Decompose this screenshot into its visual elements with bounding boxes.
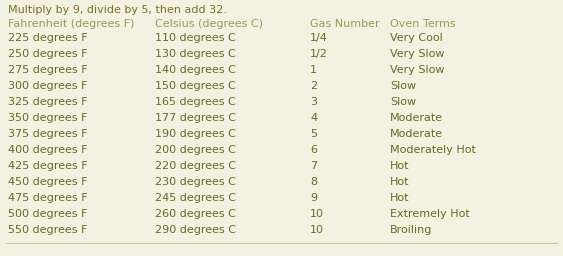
- Text: Fahrenheit (degrees F): Fahrenheit (degrees F): [8, 19, 135, 29]
- Text: 6: 6: [310, 145, 317, 155]
- Text: 140 degrees C: 140 degrees C: [155, 65, 236, 75]
- Text: Moderately Hot: Moderately Hot: [390, 145, 476, 155]
- Text: 190 degrees C: 190 degrees C: [155, 129, 236, 139]
- Text: Broiling: Broiling: [390, 225, 432, 235]
- Text: 300 degrees F: 300 degrees F: [8, 81, 87, 91]
- Text: 350 degrees F: 350 degrees F: [8, 113, 87, 123]
- Text: Multiply by 9, divide by 5, then add 32.: Multiply by 9, divide by 5, then add 32.: [8, 5, 227, 15]
- Text: Slow: Slow: [390, 81, 416, 91]
- Text: 275 degrees F: 275 degrees F: [8, 65, 88, 75]
- Text: 245 degrees C: 245 degrees C: [155, 193, 236, 203]
- Text: 200 degrees C: 200 degrees C: [155, 145, 236, 155]
- Text: Extremely Hot: Extremely Hot: [390, 209, 470, 219]
- Text: 4: 4: [310, 113, 317, 123]
- Text: 400 degrees F: 400 degrees F: [8, 145, 87, 155]
- Text: 550 degrees F: 550 degrees F: [8, 225, 87, 235]
- Text: 225 degrees F: 225 degrees F: [8, 33, 88, 43]
- Text: Very Cool: Very Cool: [390, 33, 443, 43]
- Text: 1: 1: [310, 65, 317, 75]
- Text: Celsius (degrees C): Celsius (degrees C): [155, 19, 263, 29]
- Text: Hot: Hot: [390, 161, 409, 171]
- Text: Very Slow: Very Slow: [390, 65, 445, 75]
- Text: Very Slow: Very Slow: [390, 49, 445, 59]
- Text: 230 degrees C: 230 degrees C: [155, 177, 236, 187]
- Text: Gas Number: Gas Number: [310, 19, 379, 29]
- Text: Hot: Hot: [390, 177, 409, 187]
- Text: 165 degrees C: 165 degrees C: [155, 97, 236, 107]
- Text: Hot: Hot: [390, 193, 409, 203]
- Text: Slow: Slow: [390, 97, 416, 107]
- Text: Oven Terms: Oven Terms: [390, 19, 455, 29]
- Text: 9: 9: [310, 193, 317, 203]
- Text: 1/4: 1/4: [310, 33, 328, 43]
- Text: 150 degrees C: 150 degrees C: [155, 81, 236, 91]
- Text: 475 degrees F: 475 degrees F: [8, 193, 88, 203]
- Text: 425 degrees F: 425 degrees F: [8, 161, 88, 171]
- Text: 110 degrees C: 110 degrees C: [155, 33, 236, 43]
- Text: 177 degrees C: 177 degrees C: [155, 113, 236, 123]
- Text: 10: 10: [310, 209, 324, 219]
- Text: 10: 10: [310, 225, 324, 235]
- Text: Moderate: Moderate: [390, 129, 443, 139]
- Text: 3: 3: [310, 97, 317, 107]
- Text: 290 degrees C: 290 degrees C: [155, 225, 236, 235]
- Text: 130 degrees C: 130 degrees C: [155, 49, 236, 59]
- Text: 500 degrees F: 500 degrees F: [8, 209, 87, 219]
- Text: 7: 7: [310, 161, 317, 171]
- Text: 325 degrees F: 325 degrees F: [8, 97, 87, 107]
- Text: 250 degrees F: 250 degrees F: [8, 49, 87, 59]
- Text: 450 degrees F: 450 degrees F: [8, 177, 87, 187]
- Text: Moderate: Moderate: [390, 113, 443, 123]
- Text: 1/2: 1/2: [310, 49, 328, 59]
- Text: 375 degrees F: 375 degrees F: [8, 129, 87, 139]
- Text: 220 degrees C: 220 degrees C: [155, 161, 236, 171]
- Text: 260 degrees C: 260 degrees C: [155, 209, 236, 219]
- Text: 2: 2: [310, 81, 317, 91]
- Text: 8: 8: [310, 177, 317, 187]
- Text: 5: 5: [310, 129, 317, 139]
